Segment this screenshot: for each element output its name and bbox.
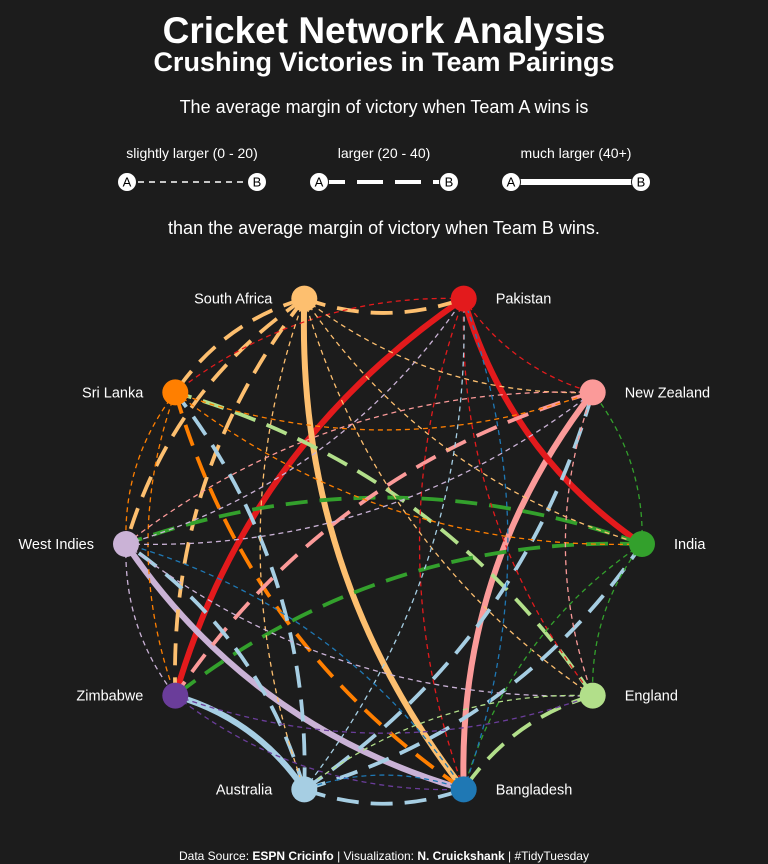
edge-england-bangladesh — [462, 693, 594, 791]
edge-england-australia — [303, 694, 593, 790]
edge-new-zealand-zimbabwe — [173, 390, 594, 697]
edge-zimbabwe-england — [175, 694, 593, 734]
team-label-sri-lanka: Sri Lanka — [82, 385, 144, 401]
edge-australia-pakistan — [303, 298, 465, 790]
node-south-africa — [291, 285, 318, 312]
legend-node-a-thick — [501, 172, 521, 192]
legend-node-a-label-medium: A — [315, 175, 324, 190]
edge-bangladesh-west-indies — [125, 543, 465, 790]
team-label-west-indies: West Indies — [19, 537, 95, 553]
node-sri-lanka — [162, 379, 189, 406]
legend-node-b-medium — [439, 172, 459, 192]
node-india — [629, 531, 655, 557]
edge-bangladesh-australia — [304, 774, 464, 791]
edge-new-zealand-england — [564, 392, 594, 696]
node-bangladesh — [450, 776, 477, 803]
legend-label-much-larger: much larger (40+) — [520, 145, 632, 161]
edge-south-africa-sri-lanka — [173, 296, 305, 394]
edge-west-indies-england — [125, 543, 593, 697]
edge-pakistan-new-zealand — [463, 298, 593, 394]
chart-subtitle: Crushing Victories in Team Pairings — [153, 47, 615, 77]
team-label-england: England — [625, 689, 678, 705]
legend-node-a-medium — [309, 172, 329, 192]
node-new-zealand — [579, 379, 606, 406]
edge-west-indies-bangladesh — [123, 542, 465, 793]
node-zimbabwe — [162, 682, 189, 709]
edge-south-africa-new-zealand — [303, 298, 593, 394]
legend-label-slight: slightly larger (0 - 20) — [126, 145, 258, 161]
edge-south-africa-pakistan — [303, 296, 465, 315]
chart-title: Cricket Network Analysis — [162, 10, 606, 51]
edge-pakistan-england — [462, 298, 594, 696]
team-label-pakistan: Pakistan — [496, 292, 552, 308]
edge-england-sri-lanka — [174, 390, 595, 697]
legend-node-b-label-thin: B — [253, 175, 262, 190]
legend-label-larger: larger (20 - 40) — [337, 145, 431, 161]
team-label-bangladesh: Bangladesh — [496, 782, 573, 798]
caption-viz-prefix: | Visualization: — [333, 849, 418, 863]
node-pakistan — [450, 285, 477, 312]
edge-india-bangladesh — [463, 543, 643, 790]
edge-india-zimbabwe — [174, 541, 643, 698]
edge-zimbabwe-bangladesh — [174, 695, 464, 791]
edge-new-zealand-bangladesh — [460, 390, 596, 790]
legend-node-a-thin — [117, 172, 137, 192]
legend-intro-text: The average margin of victory when Team … — [179, 97, 589, 117]
node-australia — [291, 776, 318, 803]
edge-australia-zimbabwe — [174, 692, 307, 792]
edge-west-indies-pakistan — [125, 298, 465, 545]
legend-node-a-label-thin: A — [123, 175, 132, 190]
edge-sri-lanka-west-indies — [125, 392, 176, 545]
edge-south-africa-bangladesh — [300, 298, 467, 792]
edge-sri-lanka-new-zealand — [175, 391, 593, 431]
team-label-india: India — [674, 537, 706, 553]
caption: Data Source: ESPN Cricinfo | Visualizati… — [0, 849, 768, 863]
edge-sri-lanka-bangladesh — [173, 391, 465, 791]
team-label-zimbabwe: Zimbabwe — [76, 689, 143, 705]
edge-india-england — [591, 543, 643, 696]
caption-author: N. Cruickshank — [417, 849, 505, 863]
edge-india-west-indies — [125, 495, 643, 546]
node-layer: Pakistan New Zealand India England Banglades… — [19, 285, 710, 803]
edge-australia-india — [303, 542, 644, 792]
team-label-australia: Australia — [216, 782, 273, 798]
edge-india-new-zealand — [592, 392, 643, 545]
node-west-indies — [113, 531, 139, 557]
edge-south-africa-zimbabwe — [173, 297, 306, 696]
legend-node-b-label-thick: B — [637, 175, 646, 190]
caption-suffix: | #TidyTuesday — [504, 849, 589, 863]
caption-source-prefix: Data Source: — [179, 849, 253, 863]
edge-layer — [123, 296, 644, 806]
edge-australia-new-zealand — [303, 391, 595, 791]
edge-australia-bangladesh — [303, 787, 465, 806]
legend-node-b-thick — [631, 172, 651, 192]
legend-outro-text: than the average margin of victory when … — [168, 218, 600, 238]
legend-node-a-label-thick: A — [507, 175, 516, 190]
edge-australia-sri-lanka — [173, 391, 307, 790]
caption-source: ESPN Cricinfo — [252, 849, 334, 863]
edge-west-indies-zimbabwe — [125, 543, 176, 696]
node-england — [579, 682, 606, 709]
edge-south-africa-india — [303, 298, 643, 545]
legend-node-b-thin — [247, 172, 267, 192]
team-label-new-zealand: New Zealand — [625, 385, 710, 401]
team-label-south-africa: South Africa — [194, 292, 273, 308]
legend-node-b-label-medium: B — [445, 175, 454, 190]
